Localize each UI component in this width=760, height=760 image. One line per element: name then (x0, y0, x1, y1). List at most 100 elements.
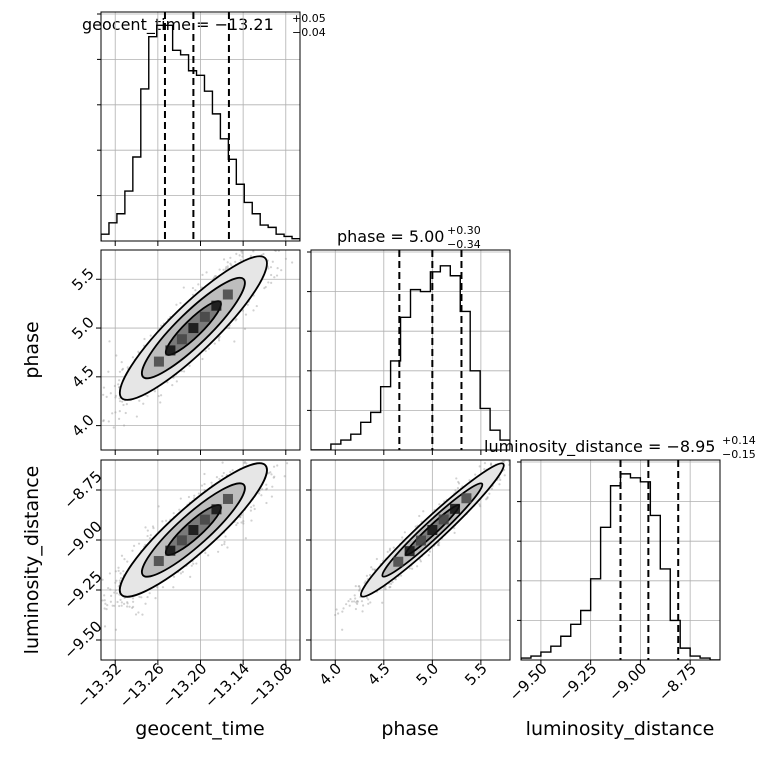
sample-point (86, 617, 88, 619)
sample-point (217, 550, 220, 553)
density-cell (211, 504, 222, 515)
sample-point (118, 397, 121, 400)
sample-point (217, 337, 220, 340)
sample-point (106, 604, 109, 607)
sample-point (277, 246, 279, 248)
sample-point (356, 602, 359, 606)
sample-point (243, 327, 247, 331)
density-cell (438, 514, 449, 525)
sample-point (114, 394, 118, 397)
y-tick-label-phase: 4.0 (68, 411, 98, 441)
sample-point (137, 350, 140, 353)
sample-point (218, 477, 221, 481)
sample-point (248, 247, 250, 249)
sample-point (292, 454, 294, 456)
sample-point (521, 431, 523, 433)
sample-point (204, 551, 207, 555)
sample-point (342, 607, 345, 610)
sample-point (280, 269, 283, 272)
sample-point (252, 504, 255, 507)
sample-point (308, 197, 310, 199)
sample-point (453, 531, 456, 534)
sample-point (299, 451, 301, 453)
sample-point (368, 573, 372, 577)
sample-point (226, 261, 229, 264)
sample-point (238, 254, 241, 257)
sample-point (348, 604, 351, 607)
sample-point (213, 342, 216, 345)
sample-point (457, 480, 460, 484)
sample-point (390, 582, 393, 586)
sample-point (86, 616, 88, 618)
sample-point (190, 564, 193, 567)
sample-point (358, 587, 362, 590)
sample-point (272, 476, 275, 479)
contour-group (118, 462, 268, 598)
sample-point (312, 426, 314, 428)
sample-point (281, 436, 283, 438)
sample-point (283, 444, 285, 446)
sample-point (179, 572, 183, 575)
sample-point (267, 281, 270, 284)
sample-point (108, 572, 112, 575)
sample-point (272, 465, 276, 468)
sample-point (126, 601, 129, 604)
sample-point (229, 262, 232, 265)
hist-title-luminosity_distance: luminosity_distance = −8.95 (484, 437, 715, 457)
sample-point (361, 610, 364, 613)
sample-point (102, 419, 105, 423)
sample-point (403, 531, 406, 534)
sample-point (94, 605, 96, 607)
sample-point (365, 574, 369, 577)
sample-point (159, 401, 162, 404)
y-axis-label-phase: phase (21, 321, 43, 378)
sample-point (518, 462, 520, 464)
sample-point (114, 589, 117, 592)
sample-point (233, 340, 236, 343)
sample-point (241, 252, 244, 255)
sample-point (103, 599, 106, 602)
sample-point (131, 549, 134, 552)
sample-point (121, 368, 124, 371)
sample-point (437, 542, 440, 545)
sample-point (226, 265, 229, 268)
sample-point (249, 254, 253, 257)
sample-point (224, 535, 227, 538)
sample-point (137, 542, 141, 545)
sample-point (271, 260, 274, 263)
hist-title-plus-phase: +0.30 (447, 224, 481, 237)
sample-point (207, 347, 210, 350)
sample-point (114, 396, 117, 399)
sample-point (419, 560, 423, 563)
sample-point (253, 507, 256, 511)
sample-point (113, 591, 116, 594)
hist-frame-phase (310, 249, 511, 451)
sample-point (483, 468, 486, 471)
sample-point (501, 460, 504, 463)
sample-point (103, 607, 106, 610)
sample-point (478, 503, 481, 506)
sample-point (111, 412, 114, 415)
sample-point (102, 419, 105, 422)
pair-panel-geocent_time-phase: 4.0 4.5 5.0 5.5 (68, 197, 310, 455)
sample-point (367, 602, 370, 605)
sample-point (254, 457, 256, 459)
sample-point (437, 544, 441, 547)
sample-point (249, 509, 253, 512)
sample-point (273, 276, 276, 279)
sample-point (474, 473, 477, 476)
sample-point (201, 357, 204, 361)
sample-point (239, 452, 241, 454)
sample-point (122, 570, 125, 573)
sample-point (156, 585, 159, 589)
sample-point (394, 578, 398, 581)
sample-point (355, 601, 358, 604)
sample-point (151, 525, 155, 528)
sample-point (226, 546, 229, 549)
sample-point (291, 436, 293, 438)
sample-point (263, 446, 265, 448)
x-tick-label-geocent_time: −13.14 (201, 660, 253, 712)
contour-group (118, 255, 268, 401)
sample-point (118, 370, 122, 373)
sample-point (132, 544, 136, 547)
